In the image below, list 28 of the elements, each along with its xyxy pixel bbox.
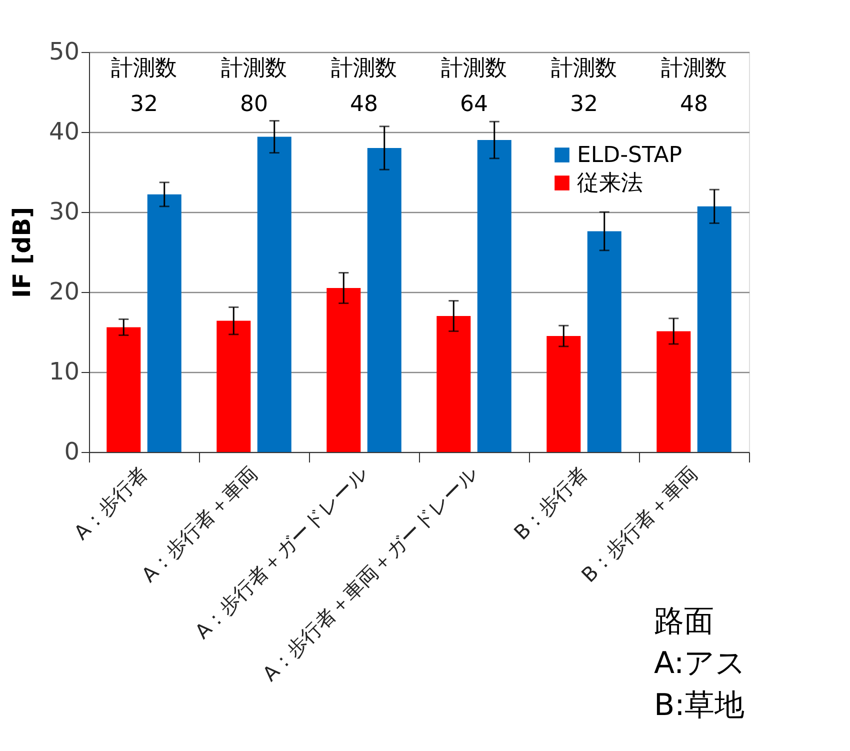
- annotation: 計測数 64: [441, 56, 507, 117]
- bar: [697, 206, 732, 452]
- annotation: 計測数 80: [221, 56, 287, 117]
- x-tick-label: B：歩行者: [509, 461, 592, 545]
- y-tick-label: 20: [48, 278, 80, 306]
- text: 路面 A:アス B:草地: [654, 604, 746, 723]
- bar: [546, 336, 581, 452]
- bar: [216, 320, 251, 452]
- bar: [587, 231, 622, 452]
- bar: [656, 331, 691, 452]
- bar: [436, 316, 471, 452]
- annotation: 計測数 48: [331, 56, 397, 117]
- y-tick-label: 30: [48, 198, 80, 226]
- annotation: 計測数 32: [111, 56, 177, 117]
- bar: [326, 288, 361, 452]
- y-axis-title: IF [dB]: [8, 206, 36, 298]
- bar: [477, 140, 512, 452]
- bar: [257, 136, 292, 452]
- y-tick-label: 10: [48, 358, 80, 386]
- annotation: 計測数 32: [551, 56, 617, 117]
- y-tick-label: 40: [48, 118, 80, 146]
- annotation: 計測数 48: [661, 56, 727, 117]
- bar: [106, 327, 141, 452]
- legend-label: 従来法: [577, 171, 643, 196]
- y-tick-label: 50: [48, 38, 80, 66]
- legend-label: ELD-STAP: [577, 143, 682, 168]
- bar: [367, 148, 402, 452]
- bar: [147, 194, 182, 452]
